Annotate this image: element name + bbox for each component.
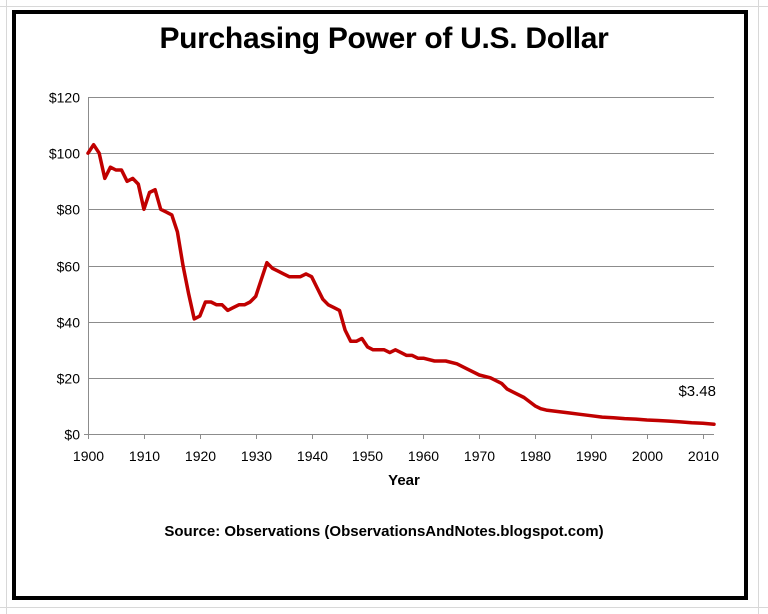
x-tick-label: 1900 bbox=[73, 448, 104, 464]
source-note: Source: Observations (ObservationsAndNot… bbox=[164, 523, 604, 540]
y-tick-label: $120 bbox=[49, 90, 80, 106]
x-tick-label: 1970 bbox=[464, 448, 495, 464]
x-axis-label: Year bbox=[388, 472, 420, 489]
x-tick-label: 1930 bbox=[241, 448, 272, 464]
y-tick-label: $20 bbox=[57, 371, 81, 387]
x-tick-label: 1910 bbox=[129, 448, 160, 464]
y-tick-label: $80 bbox=[57, 202, 81, 218]
y-tick-label: $60 bbox=[57, 259, 81, 275]
x-tick-label: 1940 bbox=[297, 448, 328, 464]
y-tick-label: $40 bbox=[57, 315, 81, 331]
data-label-last-value: $3.48 bbox=[678, 383, 716, 400]
y-tick-label: $0 bbox=[64, 427, 80, 443]
x-tick-label: 1980 bbox=[520, 448, 551, 464]
y-tick-label: $100 bbox=[49, 146, 80, 162]
x-tick-label: 2000 bbox=[632, 448, 663, 464]
x-tick-label: 1990 bbox=[576, 448, 607, 464]
x-tick-label: 1950 bbox=[352, 448, 383, 464]
chart-frame bbox=[12, 10, 748, 600]
series-line-0 bbox=[86, 142, 716, 426]
x-tick-label: 1920 bbox=[185, 448, 216, 464]
x-tick-label: 2010 bbox=[688, 448, 719, 464]
chart-title: Purchasing Power of U.S. Dollar bbox=[159, 22, 609, 55]
x-tick-label: 1960 bbox=[408, 448, 439, 464]
